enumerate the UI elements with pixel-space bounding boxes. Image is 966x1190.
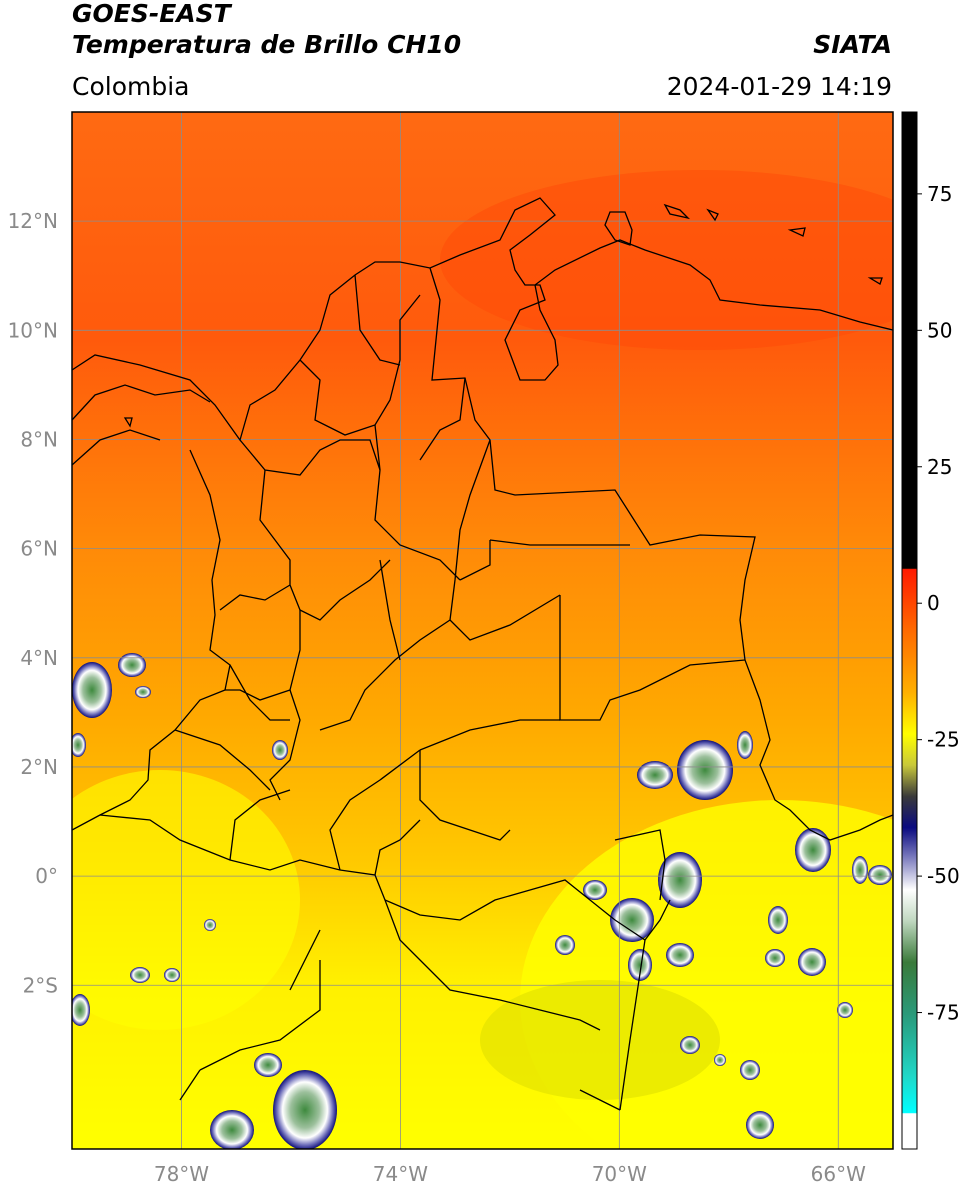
colorbar-tick-label: -25: [927, 728, 960, 752]
longitude-tick-labels: 78°W 74°W 70°W 66°W: [154, 1162, 866, 1186]
lat-tick-label: 2°N: [20, 755, 58, 779]
colorbar-tick-label: 25: [927, 455, 952, 479]
lat-tick-label: 12°N: [8, 209, 58, 233]
colorbar-tick-label: -50: [927, 864, 960, 888]
map-frame: [71, 111, 894, 1150]
lat-tick-label: 10°N: [8, 318, 58, 342]
colorbar-tick-label: 50: [927, 318, 952, 342]
lon-tick-label: 74°W: [373, 1162, 428, 1186]
colorbar-tick-label: 0: [927, 591, 940, 615]
colorbar-tick-label: -75: [927, 1001, 960, 1025]
graticule: [72, 112, 893, 1149]
brightness-temperature-field: [72, 112, 893, 1149]
region-label: Colombia: [72, 72, 190, 101]
satellite-title: GOES-EAST: [72, 0, 231, 28]
latitude-tick-labels: 12°N 10°N 8°N 6°N 4°N 2°N 0° 2°S: [8, 209, 58, 997]
lat-tick-label: 6°N: [20, 537, 58, 561]
cloud-clusters: [72, 653, 892, 1149]
lon-tick-label: 78°W: [154, 1162, 209, 1186]
lat-tick-label: 8°N: [20, 427, 58, 451]
lat-tick-label: 2°S: [23, 973, 58, 997]
colorbar-ticks: 75 50 25 0 -25 -50 -75: [917, 182, 960, 1025]
source-label: SIATA: [813, 30, 892, 59]
lat-tick-label: 4°N: [20, 646, 58, 670]
lon-tick-label: 70°W: [592, 1162, 647, 1186]
colorbar-tick-label: 75: [927, 182, 952, 206]
lon-tick-label: 66°W: [811, 1162, 866, 1186]
lat-tick-label: 0°: [35, 864, 58, 888]
product-title: Temperatura de Brillo CH10: [72, 30, 462, 59]
colorbar: [901, 111, 918, 1150]
datetime-label: 2024-01-29 14:19: [666, 72, 892, 101]
political-borders: [72, 197, 893, 1111]
